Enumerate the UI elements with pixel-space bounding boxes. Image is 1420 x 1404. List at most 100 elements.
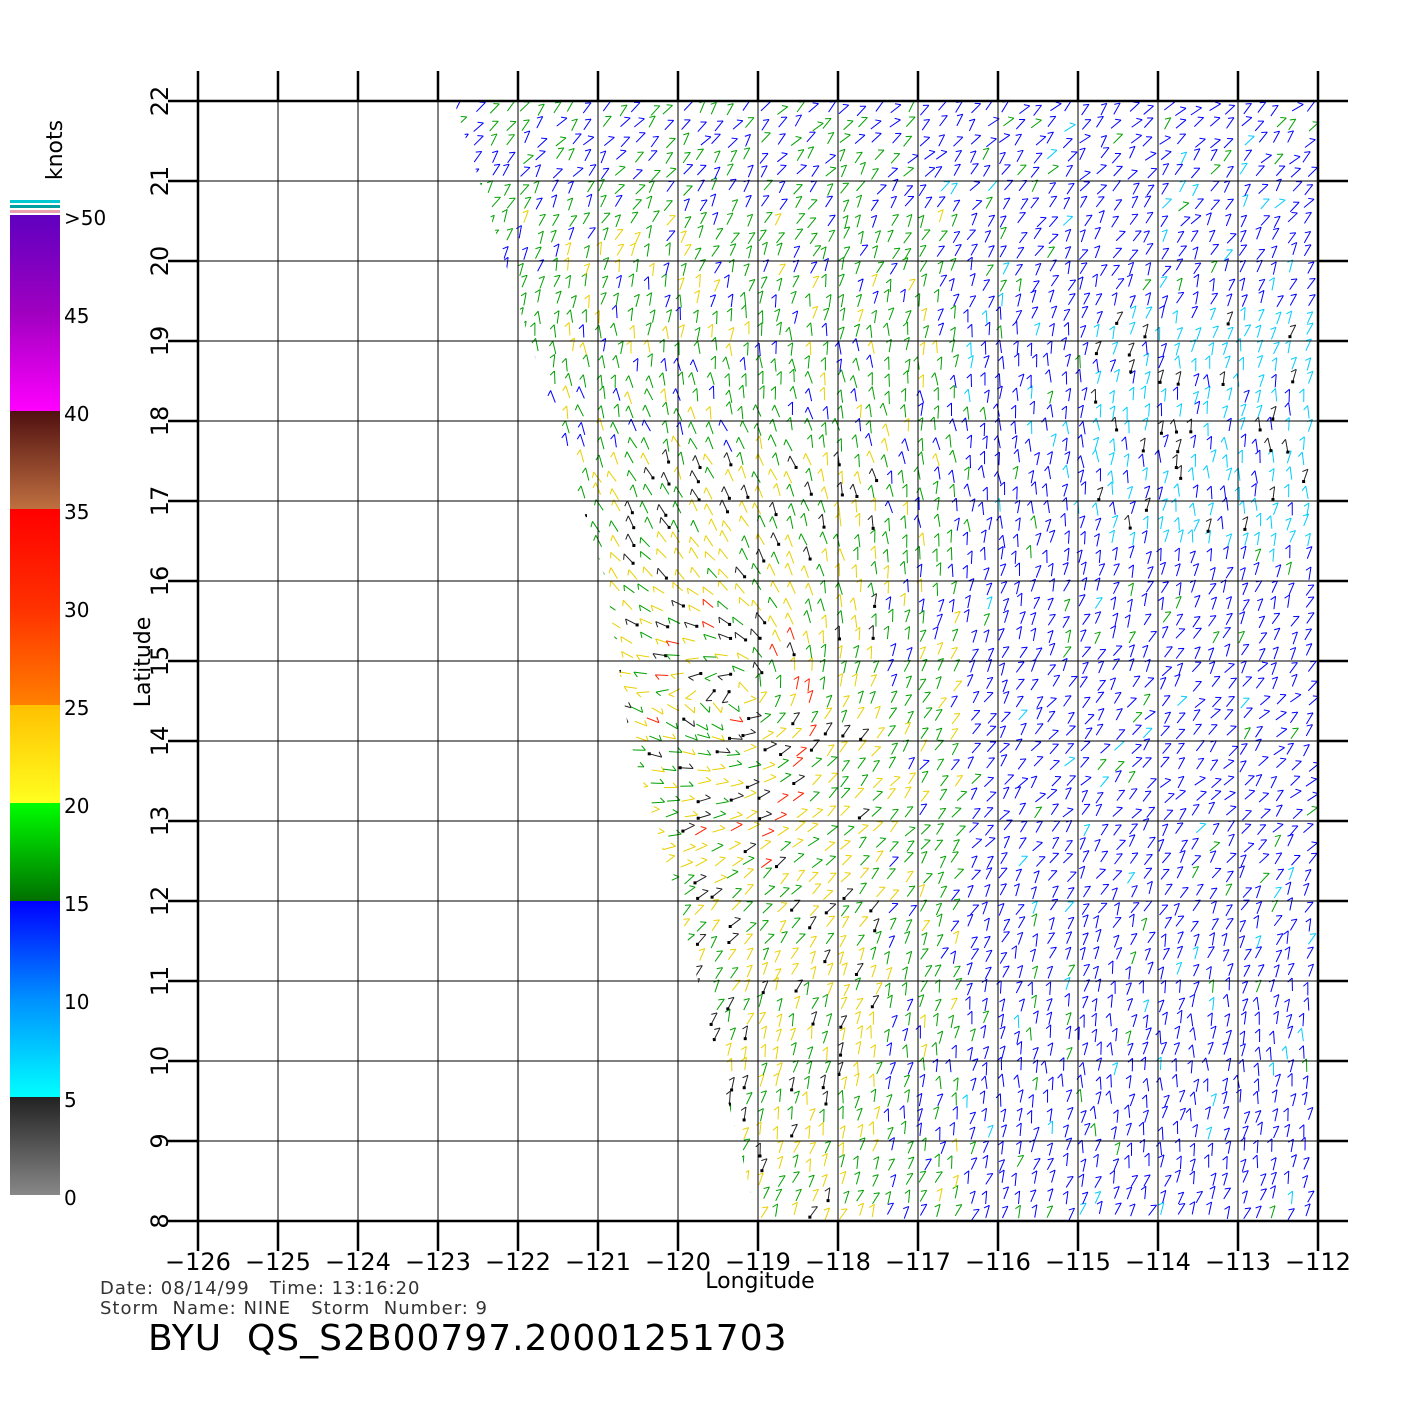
wind-barb: [503, 679, 508, 691]
wind-barb: [586, 951, 595, 960]
wind-barb: [619, 999, 624, 1011]
wind-barb-feather: [312, 1154, 317, 1157]
wind-barb: [1212, 779, 1222, 788]
wind-barb: [376, 776, 387, 783]
wind-barb-feather: [552, 1029, 557, 1032]
wind-barb-feather: [335, 712, 341, 713]
wind-barb: [618, 860, 629, 866]
wind-barb-feather: [317, 713, 323, 715]
wind-barb: [890, 809, 898, 819]
calm-marker: [422, 1070, 425, 1073]
wind-barb: [1144, 694, 1150, 705]
wind-barb: [425, 842, 434, 852]
wind-barb-feather: [390, 1075, 394, 1079]
wind-barb: [810, 1159, 811, 1172]
wind-barb: [203, 1106, 207, 1118]
wind-barb: [907, 886, 915, 897]
wind-barb: [283, 948, 285, 961]
wind-barb-feather: [251, 1111, 256, 1113]
wind-barb: [765, 934, 774, 943]
wind-barb-feather: [470, 1030, 475, 1033]
wind-barb: [698, 753, 711, 755]
wind-barb: [441, 717, 454, 719]
calm-marker: [614, 717, 617, 720]
wind-barb: [970, 1047, 972, 1060]
wind-barb-feather: [571, 1091, 577, 1093]
wind-barb-feather: [391, 1111, 396, 1115]
wind-barb: [219, 1205, 226, 1216]
wind-barb-feather: [223, 741, 229, 743]
wind-barb-feather: [364, 885, 370, 886]
wind-barb: [1258, 1063, 1259, 1076]
wind-barb-feather: [311, 1010, 316, 1014]
wind-barb: [650, 905, 660, 913]
wind-barb: [330, 968, 336, 979]
wind-barb: [971, 949, 978, 960]
wind-barb: [877, 728, 884, 739]
wind-barb: [605, 1159, 609, 1171]
calm-marker: [538, 780, 541, 783]
wind-barb: [203, 813, 215, 819]
wind-barb-feather: [284, 886, 290, 887]
wind-barb: [540, 764, 553, 768]
wind-barb-feather: [231, 1042, 236, 1045]
wind-barb: [618, 932, 624, 943]
wind-barb: [759, 692, 766, 703]
wind-barb: [874, 1045, 876, 1058]
wind-barb: [1145, 1057, 1146, 1070]
wind-barb: [939, 698, 947, 708]
wind-barb: [941, 948, 948, 959]
wind-barb: [330, 947, 332, 960]
wind-barb: [647, 949, 652, 961]
wind-barb-feather: [1090, 1106, 1094, 1111]
wind-barb-feather: [461, 870, 467, 871]
wind-barb-feather: [909, 886, 915, 887]
wind-barb: [843, 1142, 844, 1155]
wind-barb: [731, 796, 743, 800]
wind-barb-feather: [553, 1205, 558, 1208]
wind-barb: [503, 966, 511, 977]
wind-barb-feather: [663, 1078, 668, 1082]
wind-barb: [828, 1188, 830, 1201]
wind-barb-feather: [312, 1079, 317, 1083]
wind-barb: [568, 996, 570, 1009]
wind-barb-feather: [527, 676, 529, 682]
wind-barb: [872, 995, 878, 1006]
wind-barb: [921, 949, 929, 960]
wind-barb-feather: [567, 1061, 572, 1064]
wind-barb: [585, 999, 590, 1011]
wind-barb-feather: [935, 1127, 940, 1131]
wind-barb: [489, 1172, 493, 1185]
wind-barb: [311, 1125, 315, 1137]
wind-barb-feather: [617, 1125, 622, 1129]
wind-barb-feather: [453, 762, 458, 765]
wind-barb: [713, 828, 725, 832]
wind-barb-feather: [1136, 744, 1142, 745]
calm-marker: [457, 1151, 460, 1154]
wind-barb: [668, 1060, 674, 1071]
wind-barb-feather: [338, 873, 344, 874]
wind-barb: [812, 810, 822, 818]
wind-barb-feather: [572, 903, 578, 904]
wind-barb: [1197, 758, 1204, 769]
wind-barb: [795, 822, 805, 831]
wind-barb-feather: [686, 1193, 692, 1194]
wind-barb-feather: [364, 1172, 370, 1174]
wind-barb: [585, 847, 597, 852]
wind-barb-feather: [507, 856, 513, 857]
wind-barb: [1064, 696, 1072, 707]
wind-barb-feather: [212, 1158, 217, 1162]
wind-barb: [1261, 1122, 1263, 1135]
wind-barb-feather: [326, 1143, 331, 1146]
wind-barb-feather: [646, 1156, 651, 1159]
wind-barb-feather: [519, 1062, 524, 1065]
wind-barb: [439, 1044, 445, 1056]
wind-barb-feather: [394, 1122, 399, 1126]
wind-barb: [1245, 776, 1254, 785]
wind-barb: [1114, 1127, 1116, 1140]
wind-barb: [202, 901, 211, 911]
wind-barb-feather: [891, 708, 897, 709]
wind-barb: [573, 1080, 579, 1092]
wind-barb: [379, 697, 391, 703]
wind-barb: [396, 1189, 399, 1202]
